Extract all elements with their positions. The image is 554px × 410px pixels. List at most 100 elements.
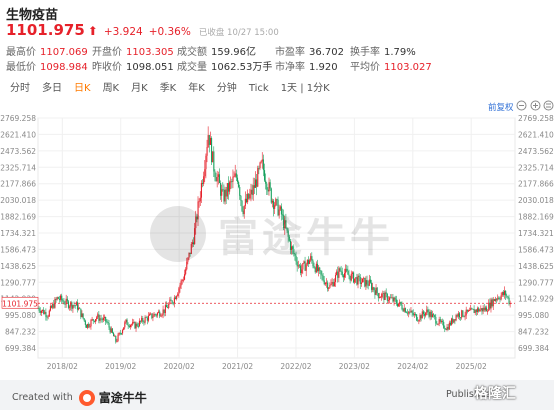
candle-body: [196, 216, 198, 220]
candle-body: [287, 230, 289, 237]
tab-tick[interactable]: Tick: [248, 83, 269, 94]
candle-body: [38, 308, 40, 311]
candle-body: [502, 292, 504, 295]
candle-body: [112, 332, 115, 337]
candle-body: [258, 168, 260, 169]
candle-body: [249, 194, 251, 199]
candle-body: [375, 287, 377, 295]
y-tick-label-right: 1438.625: [518, 262, 554, 271]
candle-body: [496, 299, 498, 300]
candle-body: [414, 314, 417, 315]
zoom-in-icon[interactable]: [530, 100, 541, 111]
candle-body: [214, 171, 216, 178]
candle-body: [234, 173, 236, 177]
candle-body: [489, 302, 491, 309]
candle-body: [99, 318, 101, 321]
candle-body: [472, 308, 474, 310]
candle-body: [117, 334, 119, 341]
candle-body: [45, 312, 47, 317]
stat-avg-price: 平均价 1103.027: [350, 62, 432, 73]
candle-body: [147, 315, 150, 321]
candle-body: [430, 311, 432, 318]
candle-body: [438, 319, 440, 324]
candle-body: [307, 259, 310, 264]
candle-body: [94, 319, 97, 322]
candle-body: [506, 295, 508, 297]
candle-body: [152, 316, 154, 318]
tab-yearly-k[interactable]: 年K: [188, 83, 205, 94]
candle-body: [92, 319, 94, 321]
candle-body: [114, 335, 116, 337]
candle-body: [44, 312, 46, 314]
last-price: 1101.975: [6, 21, 85, 39]
stat-pb: 市净率 1.920: [275, 62, 338, 73]
reset-zoom-icon[interactable]: [543, 100, 554, 111]
candle-body: [189, 252, 191, 254]
candle-body: [52, 303, 54, 308]
tab-daily-k[interactable]: 日K: [74, 83, 91, 94]
candle-body: [305, 264, 307, 271]
candle-body: [407, 312, 409, 314]
candle-body: [270, 188, 272, 203]
candle-body: [306, 259, 308, 265]
candle-body: [461, 310, 463, 318]
candle-body: [498, 297, 500, 299]
candle-body: [331, 282, 333, 284]
candle-body: [238, 181, 240, 188]
candle-body: [176, 295, 178, 299]
candle-body: [250, 189, 252, 195]
candle-body: [437, 323, 439, 325]
candle-body: [469, 310, 471, 312]
candle-body: [277, 199, 279, 216]
candle-body: [279, 206, 281, 210]
candle-body: [442, 321, 444, 322]
candle-body: [126, 319, 128, 325]
candle-body: [232, 176, 234, 182]
candle-body: [124, 322, 126, 328]
candle-body: [135, 323, 137, 329]
candle-body: [227, 183, 230, 192]
candle-body: [385, 292, 387, 294]
kline-chart[interactable]: 2769.258 2769.258 2621.410 2621.410 2473.562…: [0, 112, 554, 378]
candle-body: [194, 228, 196, 245]
tab-multi-day[interactable]: 多日: [42, 83, 62, 94]
tab-minute[interactable]: 分钟: [216, 83, 237, 94]
candle-body: [244, 198, 246, 206]
candle-body: [145, 317, 147, 319]
tab-weekly-k[interactable]: 周K: [102, 83, 120, 94]
candle-body: [169, 299, 171, 304]
candle-body: [492, 299, 494, 307]
tab-quarterly-k[interactable]: 季K: [159, 83, 177, 94]
kline-svg: 2769.258 2769.258 2621.410 2621.410 2473.562…: [0, 114, 554, 371]
candle-body: [256, 179, 258, 187]
tab-1day-1min[interactable]: 1天 | 1分K: [280, 83, 330, 94]
tab-intraday[interactable]: 分时: [10, 83, 30, 94]
candle-body: [213, 151, 215, 172]
candle-body: [185, 269, 187, 275]
y-tick-label-left: 2621.410: [0, 130, 36, 139]
candle-body: [293, 249, 295, 254]
candle-body: [440, 321, 442, 322]
candle-body: [313, 266, 315, 268]
candle-body: [356, 277, 358, 285]
y-tick-label-left: 1586.473: [0, 245, 36, 254]
candle-body: [318, 267, 320, 272]
candle-body: [56, 297, 58, 300]
candle-body: [57, 297, 59, 299]
candle-body: [327, 282, 329, 289]
candle-body: [371, 282, 373, 290]
candle-body: [360, 282, 362, 284]
candle-body: [120, 333, 122, 335]
candle-body: [439, 319, 441, 322]
candle-body: [386, 293, 388, 301]
candle-body: [78, 307, 80, 310]
candle-body: [122, 330, 124, 334]
candle-body: [273, 200, 275, 209]
candle-body: [87, 324, 89, 328]
tab-monthly-k[interactable]: 月K: [131, 83, 148, 94]
zoom-out-icon[interactable]: [516, 100, 527, 111]
y-tick-label-left: 2177.866: [0, 180, 36, 189]
candle-body: [263, 170, 266, 181]
adjust-mode-button[interactable]: 前复权: [488, 103, 514, 113]
candle-body: [142, 318, 144, 322]
